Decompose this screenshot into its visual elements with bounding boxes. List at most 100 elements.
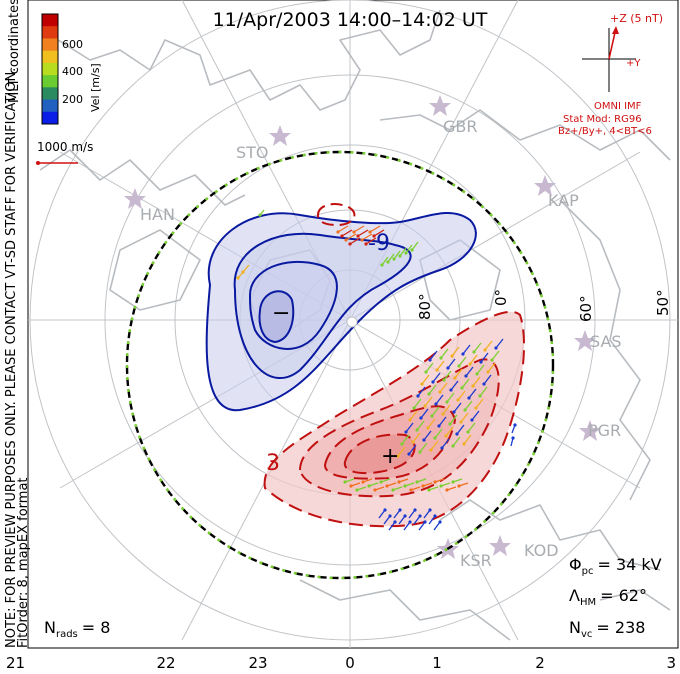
velocity-vector bbox=[381, 256, 389, 266]
potential-maximum-marker: + bbox=[381, 444, 399, 469]
station-label: SAS bbox=[590, 332, 622, 351]
velocity-vector bbox=[471, 410, 480, 421]
station-star-icon bbox=[579, 420, 601, 441]
station-label: KOD bbox=[524, 541, 559, 560]
velocity-vector-origin bbox=[411, 440, 415, 444]
velocity-vector bbox=[401, 434, 410, 445]
velocity-vector bbox=[413, 398, 422, 409]
mlt-tick: 22 bbox=[156, 654, 175, 672]
velocity-vector-origin bbox=[364, 242, 368, 246]
velocity-vector-origin bbox=[388, 514, 392, 518]
velocity-vector-origin bbox=[468, 362, 472, 366]
velocity-vector-origin bbox=[430, 414, 434, 418]
velocity-vector-origin bbox=[431, 380, 435, 384]
velocity-vector-origin bbox=[470, 418, 474, 422]
imf-source: OMNI IMF bbox=[594, 101, 642, 112]
velocity-vector-origin bbox=[448, 422, 452, 426]
velocity-vector bbox=[388, 521, 396, 531]
velocity-vector-origin bbox=[360, 238, 364, 242]
velocity-vector bbox=[387, 253, 395, 263]
colorbar-swatch bbox=[42, 38, 58, 52]
pole-marker bbox=[346, 316, 358, 328]
velocity-vector-origin bbox=[398, 254, 402, 258]
velocity-vector-origin bbox=[429, 448, 433, 452]
velocity-vector-origin bbox=[372, 234, 376, 238]
velocity-vector-origin bbox=[445, 400, 449, 404]
contour-annotations: -9 3 − + bbox=[266, 231, 399, 476]
colorbar-swatch bbox=[42, 75, 58, 88]
velocity-vector bbox=[413, 515, 421, 525]
colorbar-swatch bbox=[42, 50, 58, 64]
velocity-vector-origin bbox=[463, 408, 467, 412]
velocity-vector bbox=[412, 432, 421, 443]
velocity-vector bbox=[462, 344, 471, 355]
velocity-vector-origin bbox=[433, 514, 437, 518]
negative-potential-cell bbox=[205, 211, 477, 412]
velocity-colorbar bbox=[41, 13, 59, 125]
velocity-vector-origin bbox=[459, 420, 463, 424]
velocity-vector-origin bbox=[441, 412, 445, 416]
velocity-vector-origin bbox=[413, 508, 417, 512]
velocity-vector-origin bbox=[241, 270, 245, 274]
velocity-vector bbox=[463, 434, 472, 445]
velocity-vector bbox=[475, 398, 484, 409]
velocity-vector bbox=[341, 229, 353, 237]
velocity-vector-origin bbox=[404, 430, 408, 434]
velocity-vector-origin bbox=[439, 356, 443, 360]
velocity-vector-origin bbox=[391, 488, 395, 492]
longitude-labels: 80° 0° 60° 50° bbox=[416, 289, 672, 322]
velocity-vector bbox=[495, 338, 504, 349]
velocity-vector-origin bbox=[348, 242, 352, 246]
station-label: GBR bbox=[443, 117, 478, 136]
velocity-vector bbox=[456, 424, 465, 435]
velocity-vector bbox=[432, 372, 441, 383]
hm-boundary bbox=[125, 150, 555, 580]
velocity-vector bbox=[427, 418, 436, 429]
velocity-vector bbox=[451, 346, 460, 357]
velocity-vector-origin bbox=[393, 520, 397, 524]
vector-count: Nvc = 238 bbox=[569, 618, 645, 640]
velocity-vector-origin bbox=[513, 423, 517, 427]
velocity-vector-origin bbox=[344, 238, 348, 242]
velocity-vector bbox=[418, 521, 426, 531]
velocity-vector-origin bbox=[419, 416, 423, 420]
velocity-vector bbox=[421, 374, 430, 385]
velocity-vector bbox=[438, 416, 447, 427]
mlt-tick: 21 bbox=[6, 654, 25, 672]
velocity-vector bbox=[369, 225, 381, 233]
velocity-vector-origin bbox=[383, 508, 387, 512]
velocity-vector-origin bbox=[340, 234, 344, 238]
velocity-vector-origin bbox=[449, 388, 453, 392]
mlt-tick: 3 bbox=[666, 654, 676, 672]
velocity-vector-origin bbox=[457, 364, 461, 368]
velocity-vector-origin bbox=[403, 514, 407, 518]
contour-label: -9 bbox=[368, 231, 390, 256]
velocity-vector-origin bbox=[482, 382, 486, 386]
velocity-vector-origin bbox=[433, 480, 437, 484]
imf-model: Stat Mod: RG96 bbox=[563, 114, 642, 125]
station-star-icon bbox=[574, 330, 596, 351]
velocity-vector bbox=[443, 370, 452, 381]
mlt-tick: 2 bbox=[535, 654, 545, 672]
velocity-vector bbox=[357, 229, 369, 237]
velocity-vector bbox=[428, 515, 436, 525]
velocity-vector-origin bbox=[356, 234, 360, 238]
station-label: KSR bbox=[460, 551, 492, 570]
velocity-vector bbox=[408, 509, 416, 519]
velocity-vector-origin bbox=[258, 213, 262, 217]
velocity-vector-origin bbox=[421, 484, 425, 488]
velocity-vector bbox=[393, 250, 401, 260]
velocity-vector bbox=[393, 509, 401, 519]
velocity-vector bbox=[491, 350, 500, 361]
velocity-vector-origin bbox=[422, 438, 426, 442]
hm-boundary-latitude: ΛHM = 62° bbox=[569, 586, 647, 608]
colorbar-ticks: 600 400 200 bbox=[62, 38, 83, 106]
velocity-vector-origin bbox=[400, 442, 404, 446]
velocity-vector-origin bbox=[511, 436, 515, 440]
velocity-vector bbox=[353, 225, 365, 233]
velocity-vector-origin bbox=[392, 257, 396, 261]
velocity-vector bbox=[453, 402, 462, 413]
mlt-tick: 23 bbox=[248, 654, 267, 672]
colorbar-tick: 200 bbox=[62, 93, 83, 106]
velocity-vector bbox=[484, 340, 493, 351]
